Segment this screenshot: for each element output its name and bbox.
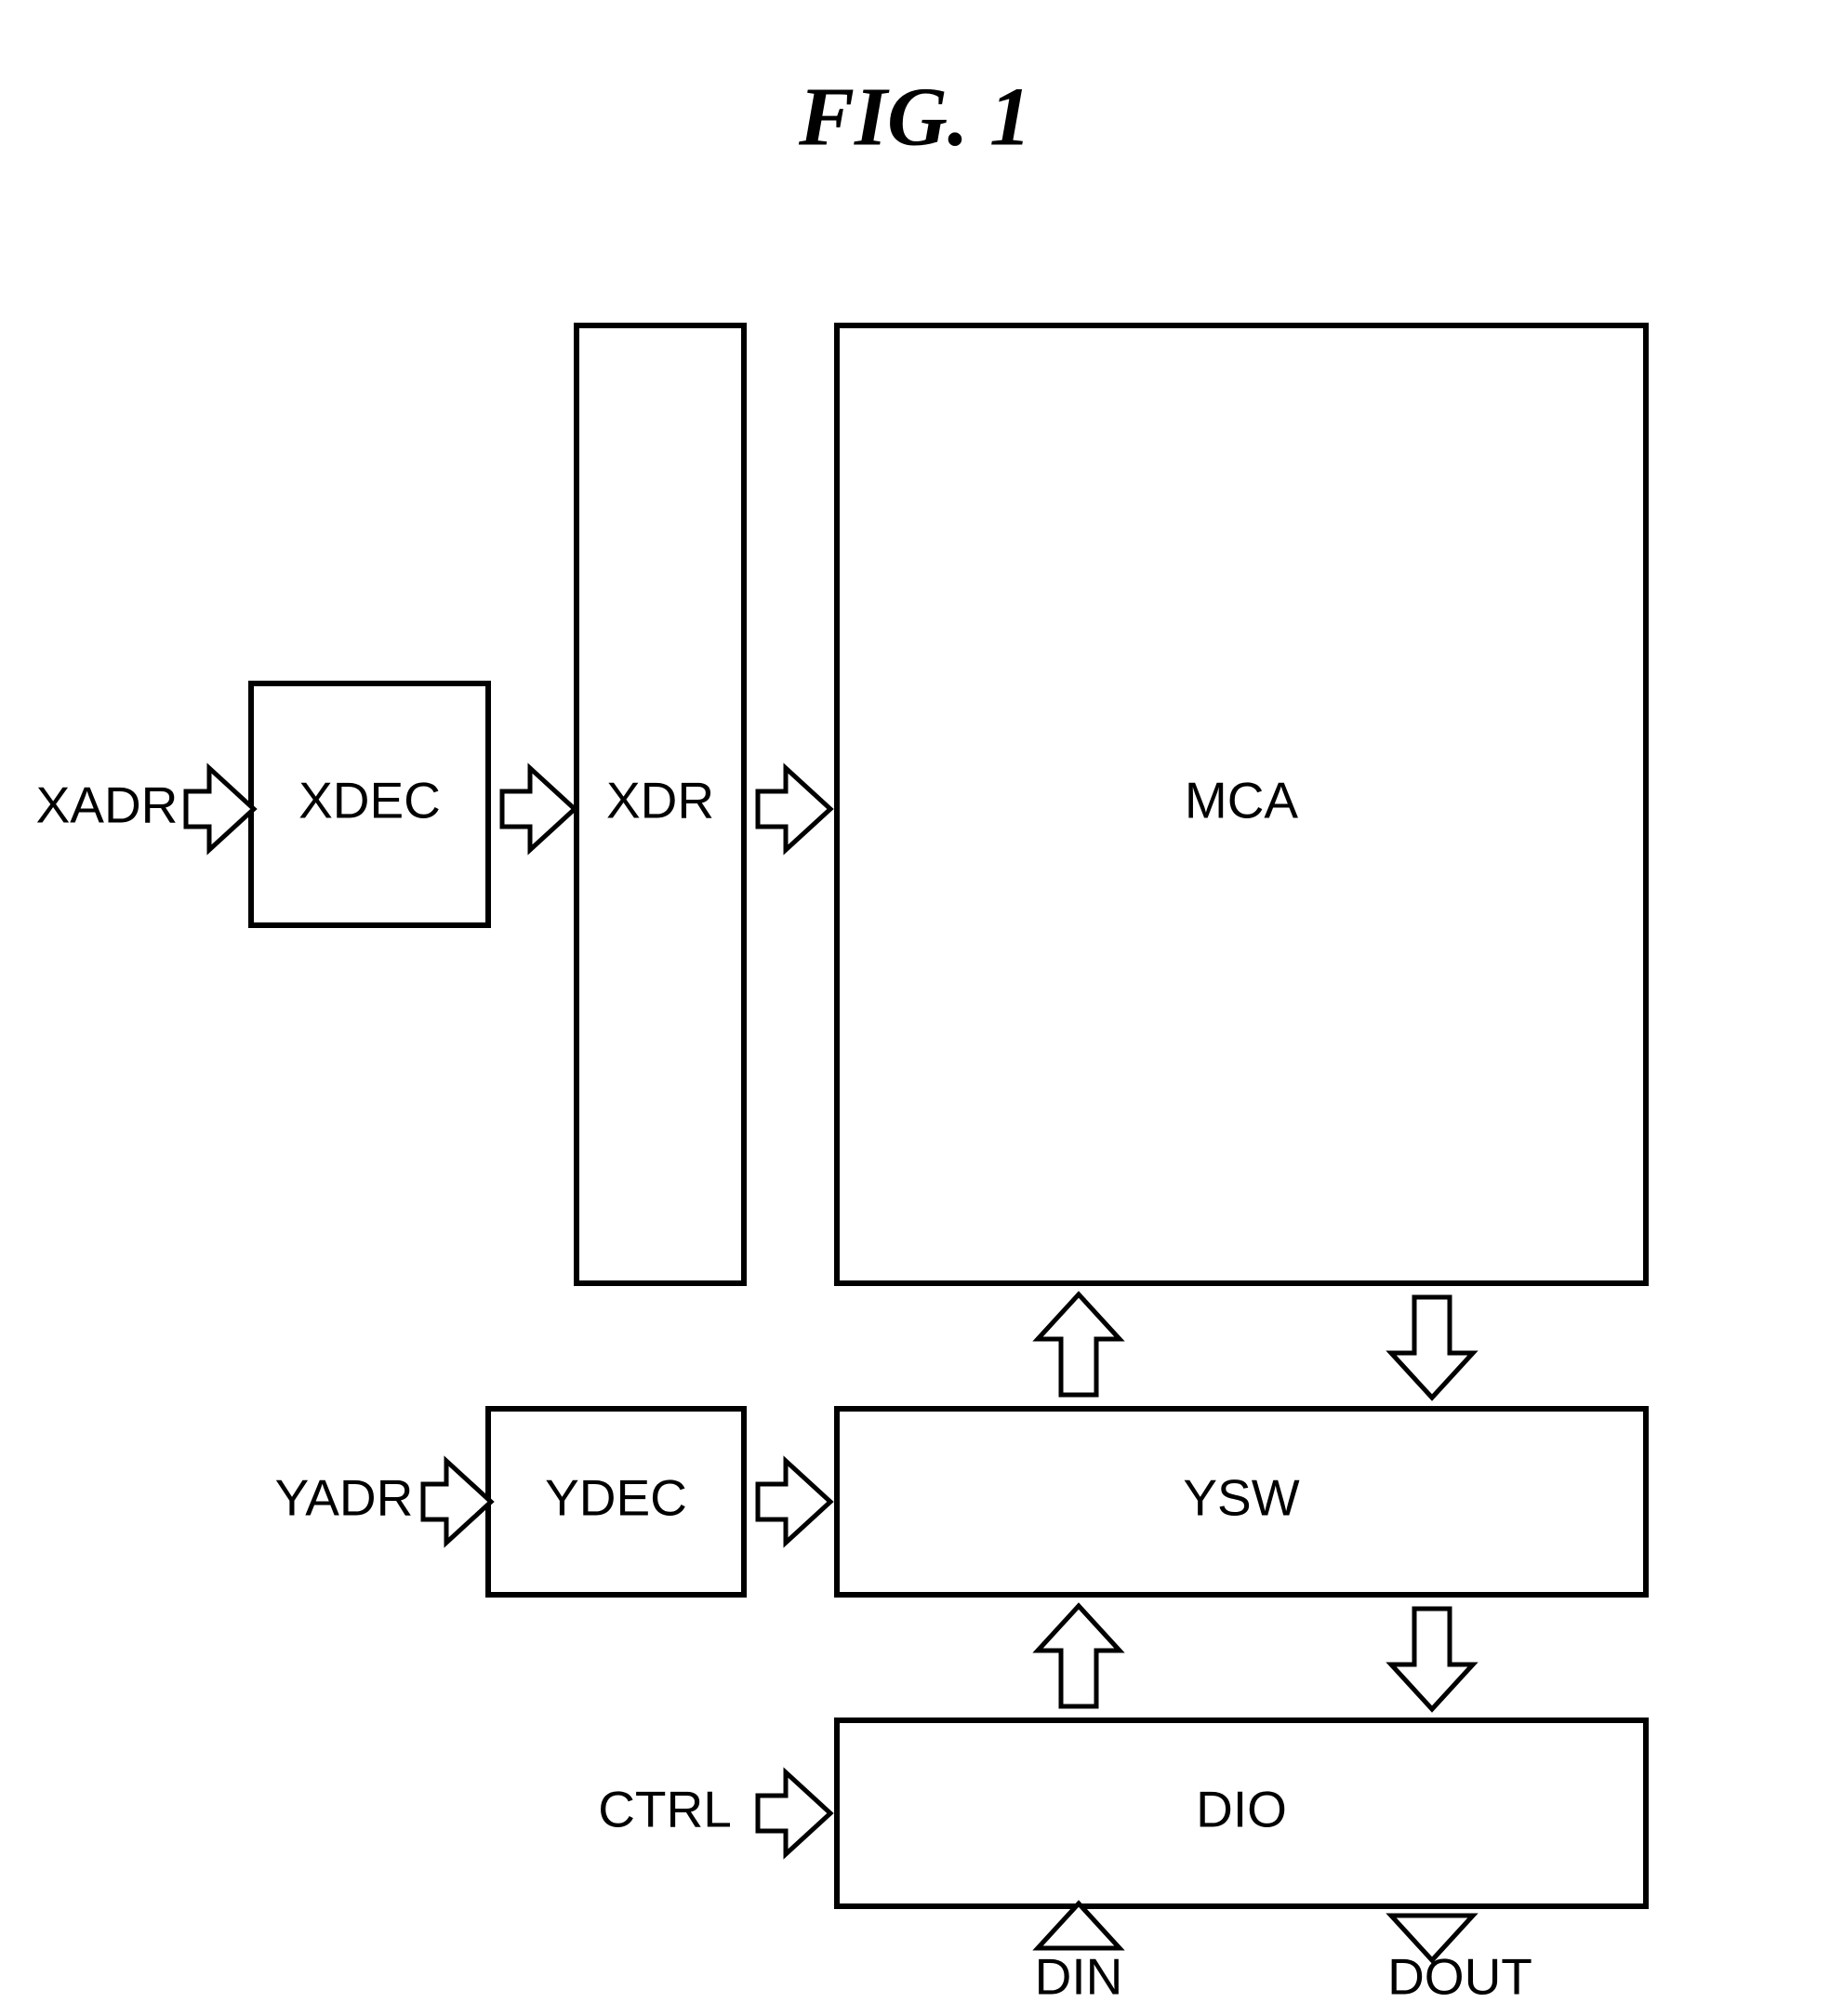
arrow-right-2 <box>758 768 830 850</box>
signal-label-yadr: YADR <box>275 1469 414 1527</box>
block-ysw: YSW <box>837 1409 1646 1595</box>
arrow-down-0 <box>1391 1297 1473 1398</box>
block-mca: MCA <box>837 325 1646 1283</box>
signal-label-xadr: XADR <box>36 776 179 834</box>
block-ydec-label: YDEC <box>545 1469 687 1527</box>
arrow-right-0 <box>186 768 254 850</box>
signal-label-din: DIN <box>1035 1948 1123 2006</box>
block-dio: DIO <box>837 1720 1646 1906</box>
block-ydec: YDEC <box>488 1409 744 1595</box>
arrow-up-0 <box>1038 1294 1120 1395</box>
block-xdr: XDR <box>577 325 744 1283</box>
signal-label-ctrl: CTRL <box>598 1781 732 1838</box>
arrow-up-1 <box>1038 1606 1120 1706</box>
arrow-right-3 <box>423 1461 491 1543</box>
signal-label-dout: DOUT <box>1387 1948 1532 2006</box>
block-mca-label: MCA <box>1185 772 1299 829</box>
block-xdr-label: XDR <box>606 772 714 829</box>
block-ysw-label: YSW <box>1183 1469 1299 1527</box>
arrow-up-2 <box>1038 1903 1120 1948</box>
arrow-right-5 <box>758 1772 830 1854</box>
arrow-down-1 <box>1391 1609 1473 1709</box>
block-xdec: XDEC <box>251 683 488 925</box>
figure-title: FIG. 1 <box>798 72 1031 164</box>
block-xdec-label: XDEC <box>298 772 441 829</box>
arrow-right-4 <box>758 1461 830 1543</box>
block-dio-label: DIO <box>1196 1781 1287 1838</box>
arrow-right-1 <box>502 768 575 850</box>
